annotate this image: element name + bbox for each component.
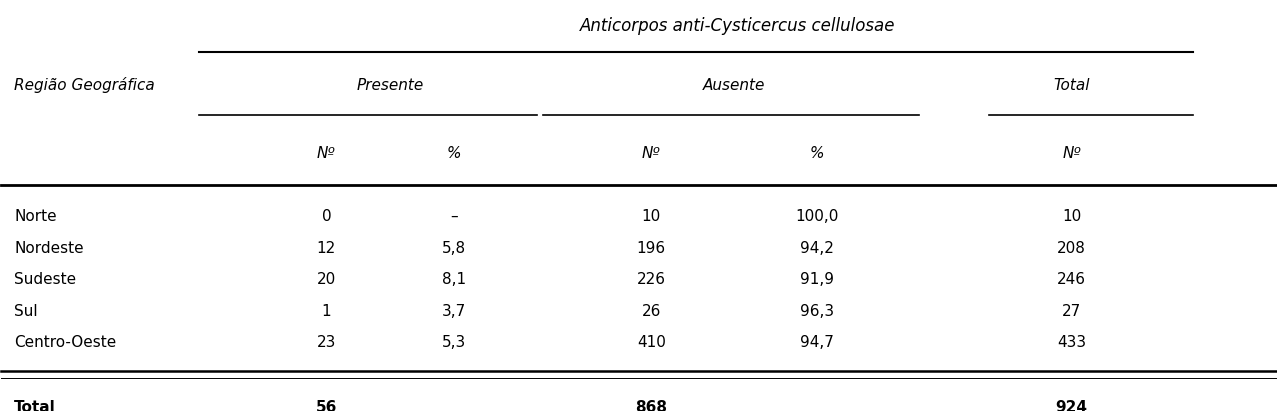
Text: 8,1: 8,1 [442,272,466,287]
Text: 23: 23 [317,335,336,350]
Text: 91,9: 91,9 [799,272,834,287]
Text: 226: 226 [637,272,665,287]
Text: –: – [450,209,457,224]
Text: Norte: Norte [14,209,56,224]
Text: 246: 246 [1057,272,1087,287]
Text: 208: 208 [1057,241,1087,256]
Text: 100,0: 100,0 [796,209,839,224]
Text: Total: Total [14,400,56,411]
Text: Nº: Nº [1062,146,1082,161]
Text: 26: 26 [641,304,661,319]
Text: 433: 433 [1057,335,1087,350]
Text: Centro-Oeste: Centro-Oeste [14,335,116,350]
Text: 196: 196 [637,241,665,256]
Text: Total: Total [1054,78,1091,93]
Text: Sudeste: Sudeste [14,272,77,287]
Text: Nº: Nº [317,146,336,161]
Text: Nº: Nº [642,146,660,161]
Text: Ausente: Ausente [702,78,765,93]
Text: 10: 10 [641,209,661,224]
Text: 12: 12 [317,241,336,256]
Text: 56: 56 [315,400,337,411]
Text: 924: 924 [1056,400,1088,411]
Text: Presente: Presente [356,78,424,93]
Text: Região Geográfica: Região Geográfica [14,77,155,93]
Text: %: % [810,146,824,161]
Text: 868: 868 [635,400,668,411]
Text: 5,3: 5,3 [442,335,466,350]
Text: Nordeste: Nordeste [14,241,84,256]
Text: Sul: Sul [14,304,38,319]
Text: 10: 10 [1062,209,1082,224]
Text: 96,3: 96,3 [799,304,834,319]
Text: 94,2: 94,2 [799,241,834,256]
Text: 20: 20 [317,272,336,287]
Text: 27: 27 [1062,304,1082,319]
Text: %: % [447,146,461,161]
Text: Anticorpos anti-Cysticercus cellulosae: Anticorpos anti-Cysticercus cellulosae [580,17,895,35]
Text: 3,7: 3,7 [442,304,466,319]
Text: 410: 410 [637,335,665,350]
Text: 1: 1 [322,304,331,319]
Text: 0: 0 [322,209,331,224]
Text: 94,7: 94,7 [799,335,834,350]
Text: 5,8: 5,8 [442,241,466,256]
